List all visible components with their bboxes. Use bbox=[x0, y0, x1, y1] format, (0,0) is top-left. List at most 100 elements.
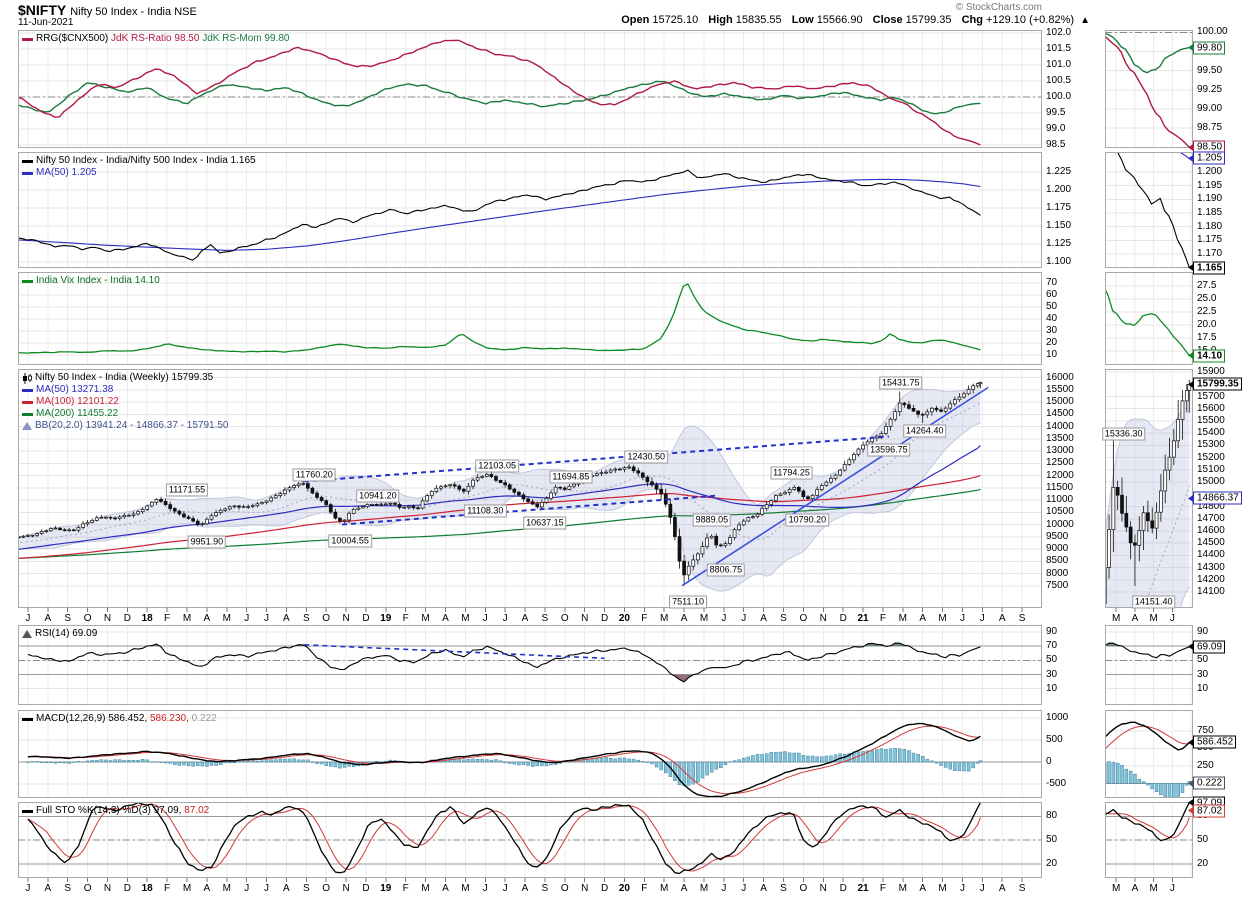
y-tick-label: 10 bbox=[1197, 682, 1209, 694]
x-axis-label-mini: M bbox=[1112, 883, 1121, 894]
annotation-label: 13596.75 bbox=[867, 443, 911, 457]
x-axis-label: 20 bbox=[618, 883, 630, 894]
y-tick-label: 1.125 bbox=[1046, 238, 1072, 250]
x-axis-label: J bbox=[721, 883, 727, 894]
y-tick-label: 8000 bbox=[1046, 567, 1069, 579]
legend-price: Nifty 50 Index - India (Weekly) 15799.35 bbox=[22, 372, 213, 384]
y-tick-label: 1.175 bbox=[1046, 202, 1072, 214]
y-tick-label: 9000 bbox=[1046, 543, 1069, 555]
annotation-label: 11171.55 bbox=[165, 483, 209, 497]
y-tick-label: 50 bbox=[1046, 300, 1058, 312]
y-tick-label: 14500 bbox=[1046, 408, 1074, 420]
y-tick-label: 1.150 bbox=[1046, 220, 1072, 232]
y-tick-label: 1.200 bbox=[1046, 184, 1072, 196]
y-tick-label: 14500 bbox=[1197, 537, 1225, 549]
x-axis-label: A bbox=[283, 613, 290, 624]
x-axis-label: F bbox=[402, 883, 409, 894]
area-icon bbox=[22, 630, 32, 638]
x-axis-label: M bbox=[461, 613, 470, 624]
x-axis-label: S bbox=[780, 883, 787, 894]
y-tick-label: 250 bbox=[1197, 759, 1214, 771]
annotation-label: 15336.30 bbox=[1101, 427, 1146, 441]
y-tick-label: 15700 bbox=[1197, 390, 1225, 402]
annotation-label: 14151.40 bbox=[1131, 595, 1176, 609]
legend-text: 87.02 bbox=[181, 805, 210, 816]
panel-vix-main bbox=[18, 272, 1042, 365]
x-axis-label-mini: M bbox=[1149, 613, 1158, 624]
x-axis-label: D bbox=[839, 613, 847, 624]
x-axis-label: J bbox=[721, 613, 727, 624]
x-axis-label: J bbox=[244, 613, 250, 624]
x-axis-label: N bbox=[342, 883, 350, 894]
y-tick-label: 20 bbox=[1046, 857, 1058, 869]
dash-icon bbox=[22, 171, 33, 175]
x-axis-label-mini: A bbox=[1131, 883, 1139, 894]
price-callout: 1.205 bbox=[1187, 151, 1226, 165]
legend-ratio: Nifty 50 Index - India/Nifty 500 Index -… bbox=[22, 155, 256, 167]
x-axis-label: J bbox=[979, 613, 985, 624]
x-axis-label: J bbox=[264, 613, 269, 624]
x-axis-label: J bbox=[741, 883, 747, 894]
dash-icon bbox=[22, 809, 33, 813]
y-tick-label: 11500 bbox=[1046, 481, 1074, 493]
y-tick-label: 102.0 bbox=[1046, 27, 1072, 39]
y-tick-label: 14400 bbox=[1197, 549, 1225, 561]
legend-text: MA(50) 13271.38 bbox=[36, 384, 114, 395]
x-axis-label: D bbox=[839, 883, 847, 894]
y-tick-label: 30 bbox=[1046, 668, 1058, 680]
annotation-label: 14264.40 bbox=[902, 424, 947, 438]
chg-label: Chg bbox=[961, 14, 983, 26]
x-axis-label: M bbox=[182, 613, 192, 624]
x-axis-label: M bbox=[699, 883, 709, 894]
y-tick-label: 20 bbox=[1046, 336, 1058, 348]
x-axis-label: M bbox=[222, 613, 231, 624]
x-axis-label: O bbox=[560, 613, 569, 624]
x-axis-label: A bbox=[760, 883, 767, 894]
legend-price: MA(50) 13271.38 bbox=[22, 384, 113, 396]
chart-date: 11-Jun-2021 bbox=[18, 17, 74, 28]
price-callout: 87.02 bbox=[1187, 804, 1226, 818]
panel-macd-mini bbox=[1105, 710, 1193, 798]
legend-price: MA(100) 12101.22 bbox=[22, 396, 119, 408]
copyright: © StockCharts.com bbox=[955, 2, 1042, 13]
y-tick-label: 1.190 bbox=[1197, 193, 1223, 205]
legend-text: India Vix Index - India 14.10 bbox=[36, 275, 160, 286]
y-tick-label: 12500 bbox=[1046, 457, 1074, 469]
y-tick-label: 15200 bbox=[1197, 451, 1225, 463]
x-axis-label: D bbox=[600, 883, 609, 894]
price-callout: 1.165 bbox=[1187, 261, 1226, 275]
price-callout: 14866.37 bbox=[1188, 491, 1242, 505]
y-tick-label: 100.0 bbox=[1046, 91, 1072, 102]
x-axis-label: A bbox=[760, 613, 767, 624]
y-tick-label: 14100 bbox=[1197, 586, 1225, 598]
x-axis-label: O bbox=[799, 883, 808, 894]
x-axis-label: S bbox=[302, 883, 310, 894]
panel-sto-main bbox=[18, 802, 1042, 878]
y-tick-label: 1.200 bbox=[1197, 166, 1223, 177]
annotation-label: 11108.30 bbox=[464, 504, 507, 518]
x-axis-label: M bbox=[421, 883, 430, 894]
legend-text: MA(200) 11455.22 bbox=[36, 408, 119, 419]
legend-price: BB(20,2.0) 13941.24 - 14866.37 - 15791.5… bbox=[22, 420, 228, 432]
y-tick-label: 15000 bbox=[1046, 396, 1074, 408]
x-axis-label: J bbox=[741, 613, 747, 624]
candles-main bbox=[18, 381, 983, 586]
y-tick-label: 750 bbox=[1197, 725, 1214, 736]
x-axis-label: M bbox=[938, 883, 947, 894]
x-axis-label: S bbox=[541, 883, 549, 894]
y-tick-label: 50 bbox=[1046, 834, 1058, 845]
x-axis-label: J bbox=[25, 883, 31, 894]
y-tick-label: 101.0 bbox=[1046, 59, 1072, 71]
y-tick-label: 10000 bbox=[1046, 518, 1074, 530]
x-axis-label: S bbox=[64, 883, 72, 894]
y-tick-label: 13500 bbox=[1046, 432, 1074, 444]
x-axis-label: 19 bbox=[380, 613, 392, 624]
y-tick-label: 8500 bbox=[1046, 555, 1069, 567]
x-axis-label: A bbox=[680, 883, 688, 894]
x-axis-label: O bbox=[799, 613, 808, 624]
x-axis-label: F bbox=[164, 883, 171, 894]
annotation-label: 12430.50 bbox=[624, 450, 669, 464]
x-axis-label: F bbox=[641, 883, 648, 894]
y-tick-label: 10 bbox=[1046, 682, 1058, 694]
legend-text: Nifty 50 Index - India (Weekly) 15799.35 bbox=[35, 372, 214, 383]
